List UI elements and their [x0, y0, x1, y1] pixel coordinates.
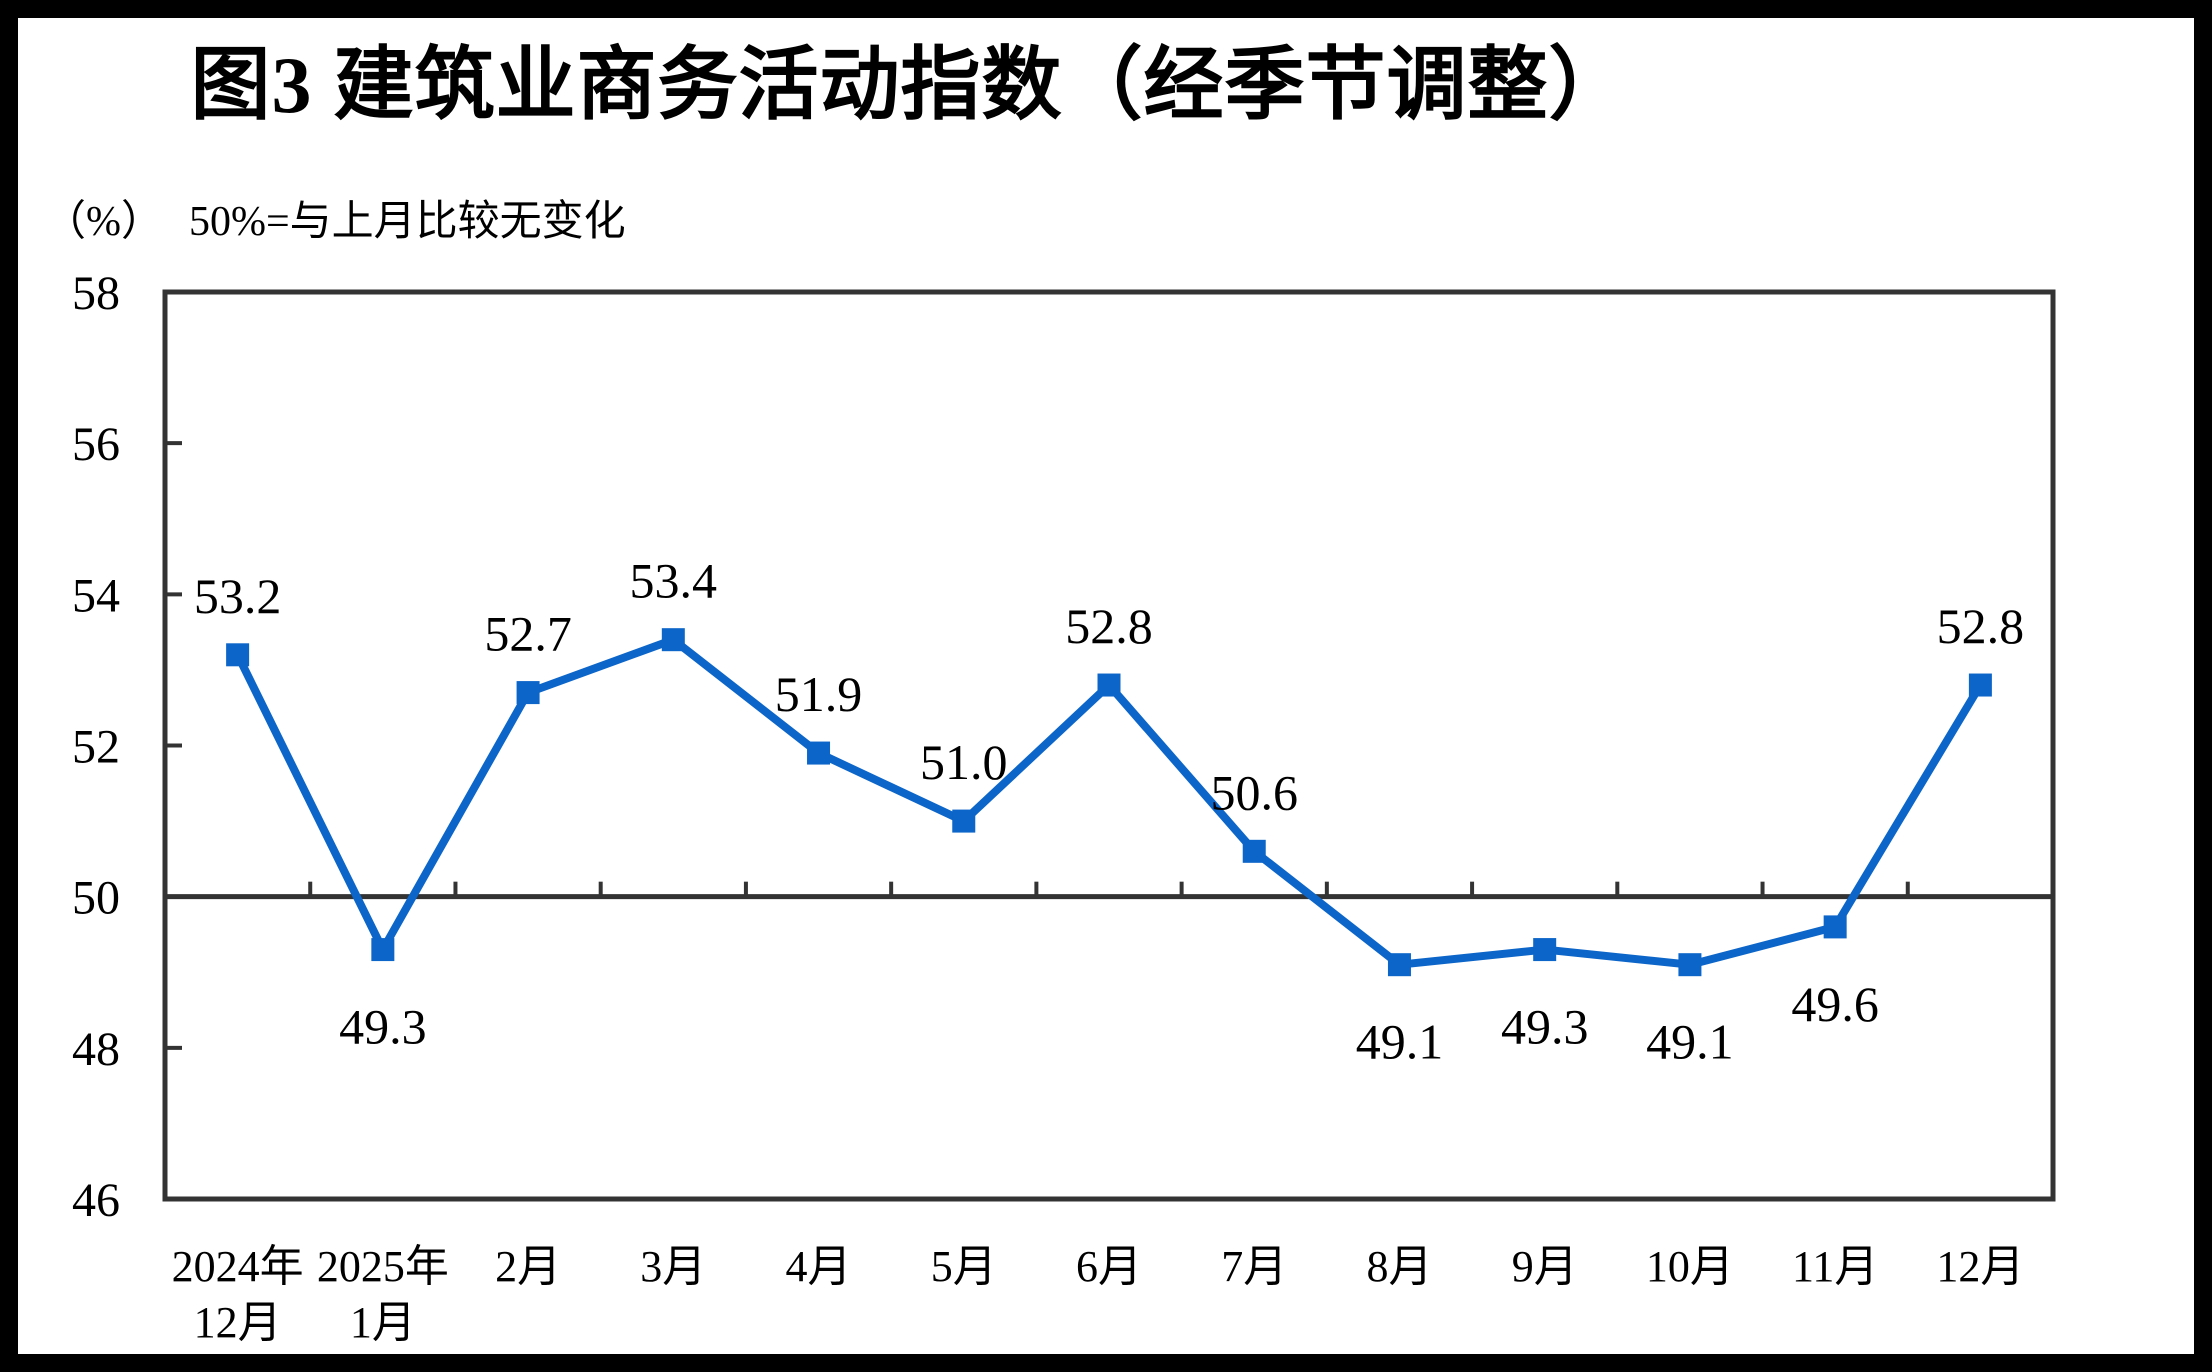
svg-text:2024年: 2024年 — [172, 1242, 304, 1291]
svg-text:12月: 12月 — [1936, 1242, 2024, 1291]
data-point-marker — [952, 809, 976, 833]
data-point-marker — [516, 681, 540, 705]
plot-area-border — [162, 289, 2056, 1202]
svg-text:52.7: 52.7 — [484, 606, 572, 662]
svg-text:49.3: 49.3 — [339, 999, 427, 1055]
data-point-marker — [1242, 839, 1266, 863]
svg-text:49.1: 49.1 — [1646, 1014, 1734, 1070]
svg-text:1月: 1月 — [350, 1298, 416, 1347]
svg-text:58: 58 — [72, 267, 120, 320]
svg-text:2025年: 2025年 — [317, 1242, 449, 1291]
svg-text:53.2: 53.2 — [194, 568, 282, 624]
svg-text:49.1: 49.1 — [1356, 1014, 1444, 1070]
chart-title: 图3 建筑业商务活动指数（经季节调整） — [190, 42, 1630, 130]
y-axis-ticks — [165, 441, 182, 1050]
svg-text:8月: 8月 — [1366, 1242, 1432, 1291]
svg-text:56: 56 — [72, 418, 120, 471]
svg-text:48: 48 — [72, 1023, 120, 1076]
data-point-marker — [1678, 953, 1702, 977]
svg-text:12月: 12月 — [194, 1298, 282, 1347]
x-axis-ticks — [308, 881, 1910, 897]
svg-text:5月: 5月 — [931, 1242, 997, 1291]
svg-text:51.0: 51.0 — [920, 734, 1008, 790]
series-markers — [226, 628, 1992, 977]
data-point-marker — [1533, 938, 1557, 962]
svg-text:54: 54 — [72, 569, 120, 622]
data-point-marker — [1968, 673, 1992, 697]
chart-subtitle: （%） 50%=与上月比较无变化 — [44, 196, 626, 248]
svg-text:2月: 2月 — [495, 1242, 561, 1291]
svg-text:52: 52 — [72, 721, 120, 774]
svg-text:46: 46 — [72, 1174, 120, 1227]
data-point-marker — [226, 643, 250, 667]
svg-text:52.8: 52.8 — [1937, 598, 2025, 654]
svg-text:10月: 10月 — [1646, 1242, 1734, 1291]
svg-text:4月: 4月 — [786, 1242, 852, 1291]
reference-note: 50%=与上月比较无变化 — [189, 199, 626, 245]
data-point-marker — [1823, 915, 1847, 939]
data-point-marker — [1097, 673, 1121, 697]
svg-text:49.6: 49.6 — [1791, 976, 1879, 1032]
svg-text:52.8: 52.8 — [1065, 598, 1153, 654]
data-point-marker — [661, 628, 685, 652]
data-point-marker — [371, 938, 395, 962]
svg-text:51.9: 51.9 — [775, 666, 863, 722]
svg-text:9月: 9月 — [1512, 1242, 1578, 1291]
data-labels: 53.2 49.3 52.7 53.4 51.9 51.0 52.8 50.6 49.1 49.3… — [194, 553, 2024, 1070]
svg-text:49.3: 49.3 — [1501, 999, 1589, 1055]
svg-text:50: 50 — [72, 872, 120, 925]
svg-text:6月: 6月 — [1076, 1242, 1142, 1291]
x-axis-labels: 2024年 12月 2025年 1月 2月 3月 4月 5月 6月 7月 8月 9月 10月 11月 12月 — [172, 1242, 2025, 1347]
svg-text:11月: 11月 — [1792, 1242, 1878, 1291]
data-point-marker — [1387, 953, 1411, 977]
svg-text:53.4: 53.4 — [630, 553, 718, 609]
y-axis-labels: 58 56 54 52 50 48 46 — [72, 267, 120, 1227]
svg-text:7月: 7月 — [1221, 1242, 1287, 1291]
y-axis-unit-label: （%） — [44, 199, 163, 245]
data-point-marker — [807, 741, 831, 765]
svg-text:50.6: 50.6 — [1210, 764, 1298, 820]
svg-text:3月: 3月 — [640, 1242, 706, 1291]
